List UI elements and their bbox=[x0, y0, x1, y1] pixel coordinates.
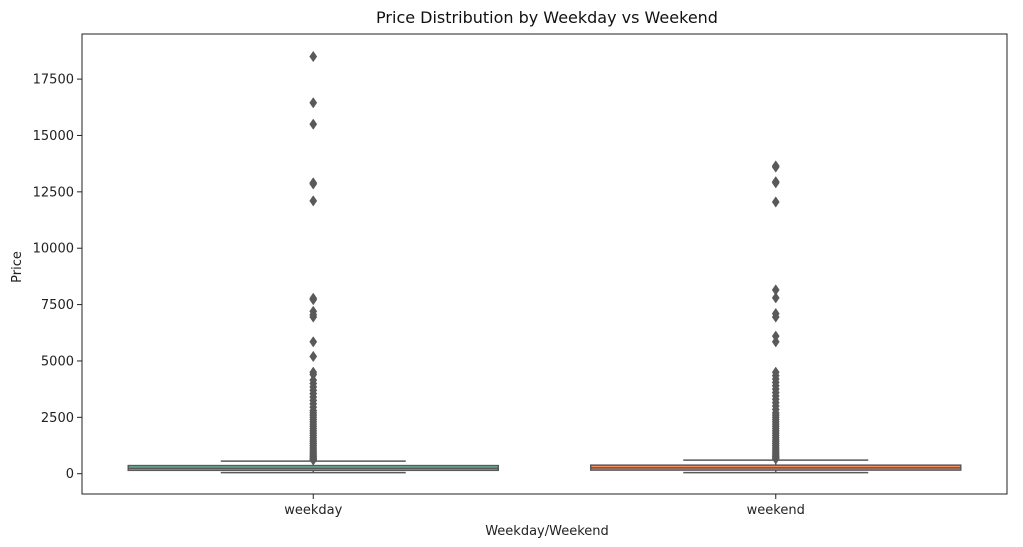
outlier-point bbox=[309, 454, 318, 466]
outlier-point bbox=[771, 177, 780, 189]
outlier-point bbox=[309, 50, 318, 63]
outlier-point bbox=[309, 118, 318, 130]
outlier-point bbox=[309, 350, 318, 363]
box-group-weekend bbox=[590, 160, 962, 474]
outlier-point bbox=[309, 178, 318, 190]
outlier-point bbox=[309, 311, 318, 323]
outlier-point bbox=[309, 195, 318, 207]
x-tick-label: weekday bbox=[284, 503, 342, 518]
box-group-weekday bbox=[127, 50, 499, 474]
x-axis: weekday weekend bbox=[284, 494, 805, 518]
y-tick-label: 5000 bbox=[41, 354, 74, 369]
x-axis-label: Weekday/Weekend bbox=[485, 524, 609, 539]
y-tick-label: 2500 bbox=[41, 411, 74, 426]
outlier-point bbox=[771, 336, 780, 348]
y-tick-label: 17500 bbox=[33, 73, 74, 88]
plot-frame bbox=[81, 33, 1008, 495]
outlier-point bbox=[309, 293, 318, 306]
y-tick-label: 10000 bbox=[33, 242, 74, 257]
plot-area bbox=[81, 33, 1008, 495]
outlier-point bbox=[771, 292, 780, 304]
y-tick-label: 0 bbox=[66, 467, 74, 482]
outlier-point bbox=[309, 97, 318, 109]
y-axis: 0 2500 5000 7500 10000 12500 15000 17500 bbox=[33, 73, 82, 482]
y-tick-label: 12500 bbox=[33, 185, 74, 200]
outlier-point bbox=[771, 453, 780, 465]
outlier-point bbox=[771, 196, 780, 208]
y-tick-label: 15000 bbox=[33, 129, 74, 144]
outlier-point bbox=[771, 311, 780, 323]
x-tick-label: weekend bbox=[747, 503, 805, 518]
y-axis-label: Price bbox=[10, 251, 25, 283]
chart-title: Price Distribution by Weekday vs Weekend bbox=[376, 8, 718, 27]
y-tick-label: 7500 bbox=[41, 298, 74, 313]
outlier-point bbox=[771, 161, 780, 173]
outlier-point bbox=[309, 336, 318, 348]
